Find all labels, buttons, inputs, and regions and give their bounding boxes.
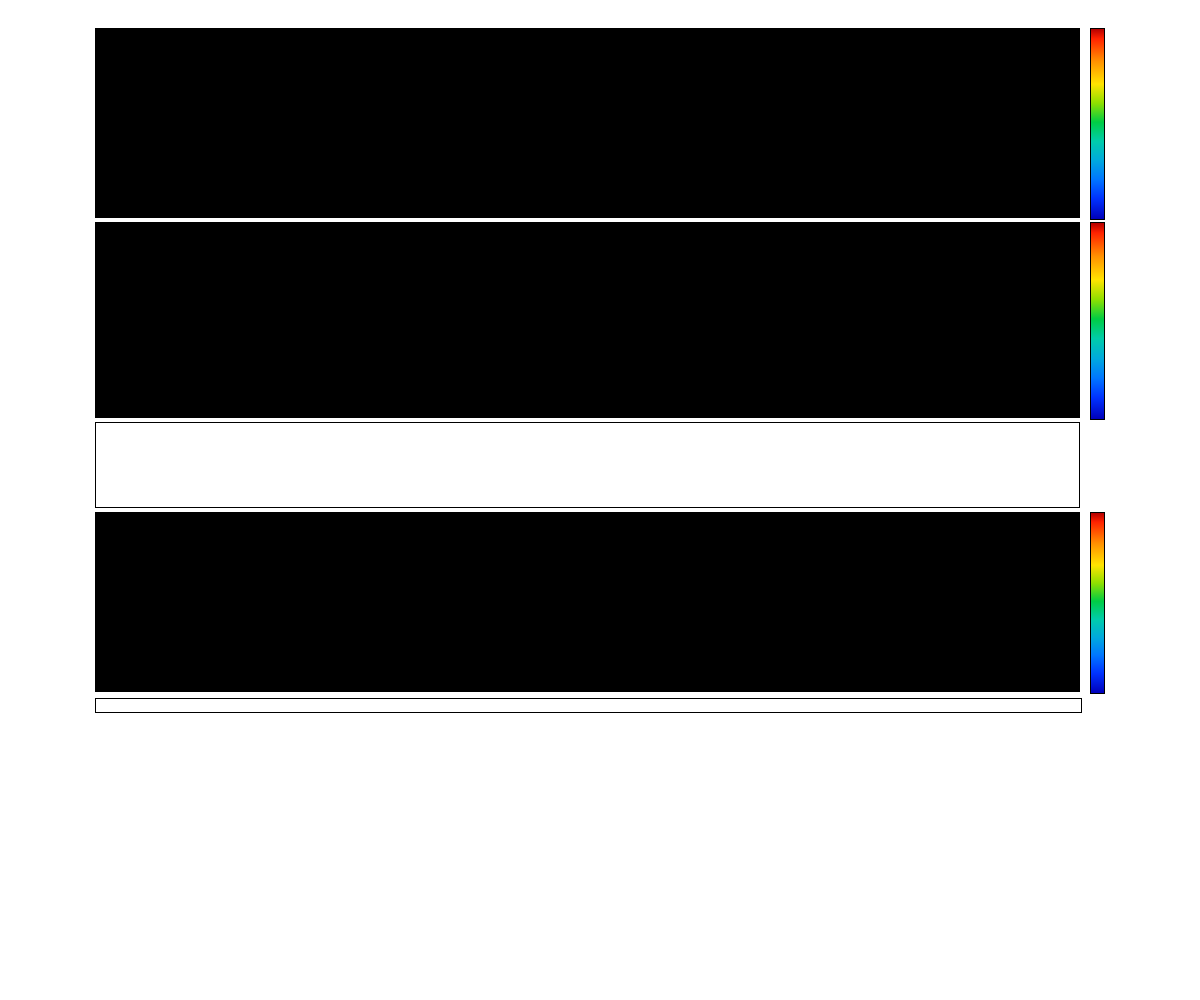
pressure-colorbar-chems bbox=[1090, 28, 1105, 220]
lemms-ions-spectrogram-panel bbox=[95, 512, 1080, 692]
chems-spectrogram-canvas bbox=[96, 29, 1079, 217]
intensity-colorbar bbox=[1090, 512, 1105, 694]
chems-pressure-spectrogram-panel bbox=[95, 28, 1080, 218]
sunlight-indicator-bar bbox=[95, 698, 1082, 713]
lemms-pressure-spectrogram-panel bbox=[95, 222, 1080, 418]
pressure-line-plot-panel bbox=[95, 422, 1080, 508]
lemms-spectrogram-canvas bbox=[96, 223, 1079, 417]
ions-spectrogram-canvas bbox=[96, 513, 1079, 691]
pressure-colorbar-lemms bbox=[1090, 222, 1105, 420]
